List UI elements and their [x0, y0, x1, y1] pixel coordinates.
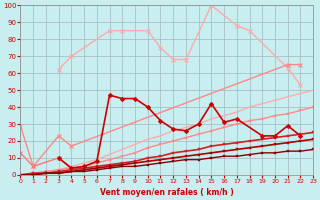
X-axis label: Vent moyen/en rafales ( km/h ): Vent moyen/en rafales ( km/h ) [100, 188, 234, 197]
